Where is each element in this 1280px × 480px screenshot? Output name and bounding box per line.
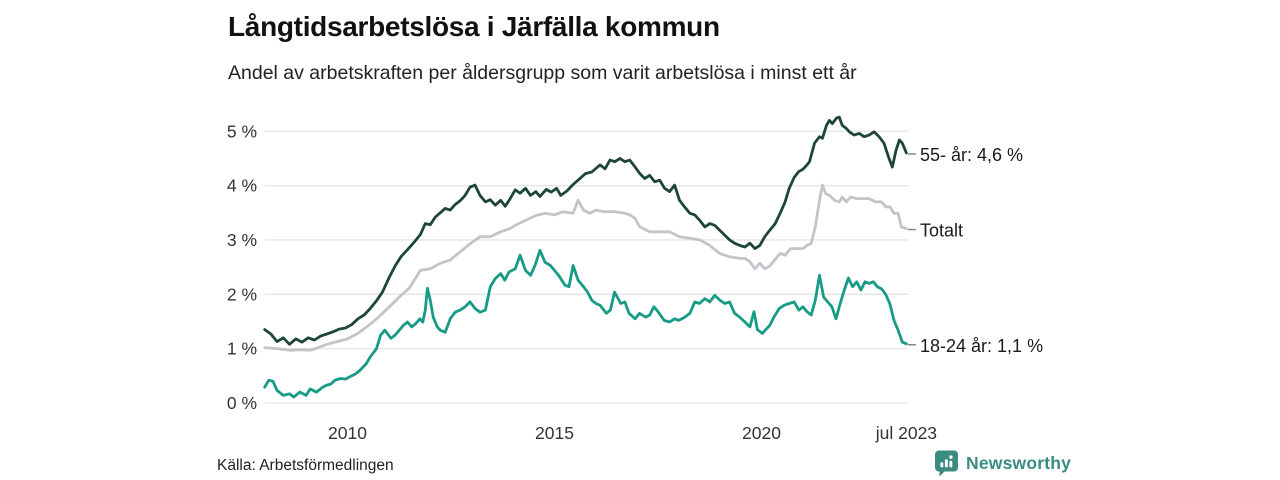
y-tick-label: 4 % <box>227 176 257 196</box>
x-tick-label: 2020 <box>742 423 781 443</box>
y-tick-label: 1 % <box>227 339 257 359</box>
y-tick-label: 0 % <box>227 393 257 413</box>
page-subtitle: Andel av arbetskraften per åldersgrupp s… <box>228 62 857 84</box>
y-tick-label: 2 % <box>227 284 257 304</box>
series-end-label: 18-24 år: 1,1 % <box>920 336 1043 356</box>
newsworthy-logo-icon <box>934 450 959 477</box>
x-tick-label: jul 2023 <box>875 423 937 443</box>
newsworthy-brand-name: Newsworthy <box>966 453 1072 473</box>
newsworthy-brand: Newsworthy <box>934 450 1071 477</box>
series-line-totalt <box>263 183 908 352</box>
source-note: Källa: Arbetsförmedlingen <box>217 457 394 474</box>
x-tick-label: 2015 <box>535 423 574 443</box>
series-line-55-r <box>263 115 908 346</box>
series-end-label: 55- år: 4,6 % <box>920 145 1023 165</box>
y-tick-label: 5 % <box>227 121 257 141</box>
series-line-18-24-r <box>263 248 908 399</box>
series-end-label: Totalt <box>920 221 963 241</box>
page-title: Långtidsarbetslösa i Järfälla kommun <box>228 11 720 42</box>
y-tick-label: 3 % <box>227 230 257 250</box>
x-tick-label: 2010 <box>328 423 367 443</box>
